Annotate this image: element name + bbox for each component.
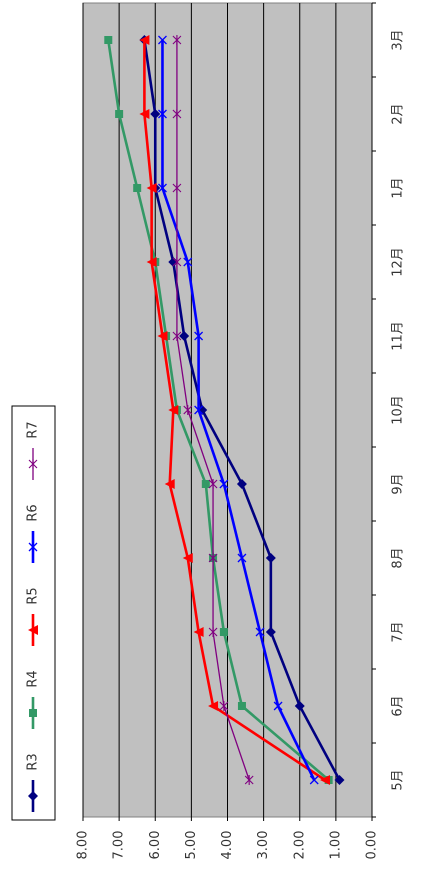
legend-label: R6 [26,504,41,521]
marker [28,542,38,552]
marker [28,625,38,635]
y-tick-label: 0.00 [365,831,380,860]
marker [150,109,161,119]
marker [265,553,276,563]
marker [219,628,228,636]
marker [219,479,229,489]
marker [164,479,175,489]
y-tick-label: 6.00 [148,831,163,860]
marker [320,775,331,785]
marker [201,480,210,488]
x-tick-label: 8月 [391,547,406,568]
marker [265,627,276,637]
marker [193,627,204,637]
y-tick-label: 2.00 [292,831,307,860]
x-tick-label: 10月 [391,395,406,425]
marker [139,109,150,119]
marker [219,701,229,711]
marker [194,405,204,415]
x-tick-label: 9月 [391,473,406,494]
marker [183,257,193,267]
marker [28,791,38,801]
marker [104,36,113,44]
x-tick-label: 6月 [391,695,406,716]
marker [273,701,283,711]
y-tick-label: 8.00 [76,831,91,860]
marker [255,627,265,637]
x-tick-label: 5月 [391,769,406,790]
marker [182,553,193,563]
marker [208,701,219,711]
y-tick-label: 3.00 [256,831,271,860]
marker [334,775,345,785]
marker [179,331,190,341]
legend: R3 R4 R5 R6 R7 [11,405,56,821]
marker [172,35,182,45]
x-tick-label: 3月 [391,29,406,50]
marker [158,109,167,119]
y-tick-label: 4.00 [220,831,235,860]
marker [168,257,179,267]
x-tick-label: 1月 [391,177,406,198]
marker [29,709,37,717]
y-tick-label: 1.00 [328,831,343,860]
marker [172,109,182,119]
legend-label: R7 [26,421,41,438]
x-tick-label: 11月 [391,321,406,351]
marker [294,701,305,711]
marker [194,331,204,341]
marker [208,479,218,489]
marker [244,775,254,785]
marker [172,257,182,267]
marker [309,775,319,785]
marker [133,184,142,192]
marker [146,257,157,267]
marker [237,702,246,710]
legend-label: R4 [26,670,41,687]
marker [158,35,167,45]
marker [115,110,124,118]
marker [183,405,193,415]
x-tick-label: 7月 [391,621,406,642]
marker [158,183,167,193]
x-tick-label: 2月 [391,103,406,124]
marker [172,331,182,341]
marker [172,183,182,193]
legend-label: R3 [26,753,41,770]
marker [208,627,218,637]
x-tick-label: 12月 [391,247,406,277]
y-tick-label: 5.00 [184,831,199,860]
marker [168,405,179,415]
y-tick-label: 7.00 [112,831,127,860]
marker [28,459,38,469]
marker [208,553,218,563]
marker [146,183,157,193]
marker [237,553,247,563]
legend-label: R5 [26,587,41,604]
marker [139,35,150,45]
marker [236,479,247,489]
marker [157,331,168,341]
